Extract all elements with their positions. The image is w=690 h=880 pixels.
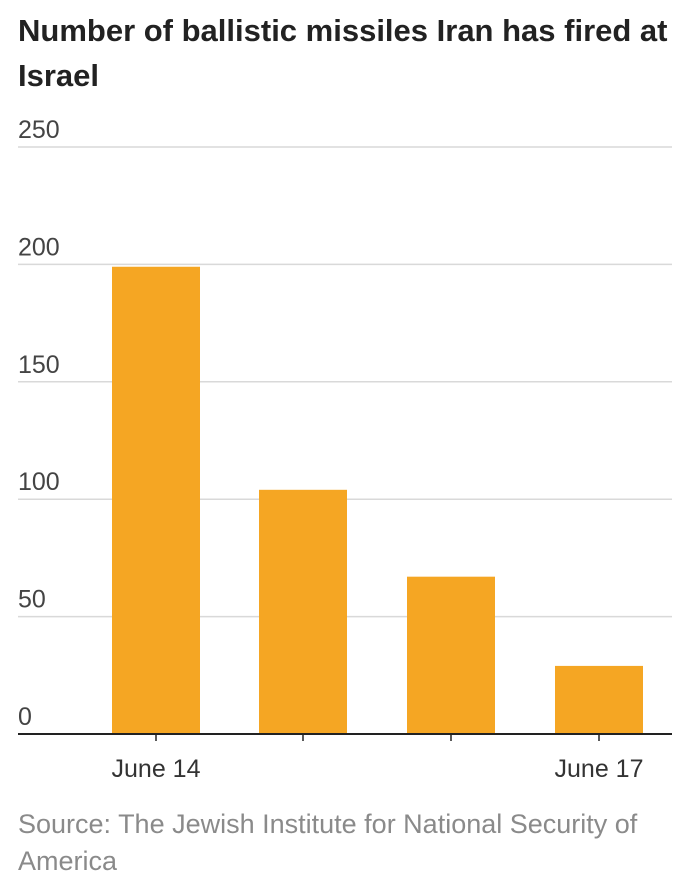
bar-june-15 [259,489,347,734]
y-tick-label: 0 [18,703,32,731]
x-axis-ticks: June 14 June 17 [112,734,644,783]
y-tick-label: 150 [18,351,60,379]
y-tick-label: 250 [18,116,60,144]
bar-june-16 [407,576,495,734]
bar-chart: 0 50 100 150 200 250 June 14 June 17 [18,116,672,783]
y-tick-label: 100 [18,468,60,496]
bars [112,266,643,734]
y-axis-ticks: 0 50 100 150 200 250 [18,116,60,731]
chart-title: Number of ballistic missiles Iran has fi… [18,13,668,93]
y-tick-label: 50 [18,586,46,614]
x-tick-label: June 14 [112,755,201,783]
bar-june-14 [112,266,200,734]
y-tick-label: 200 [18,233,60,261]
source-note: Source: The Jewish Institute for Nationa… [18,809,638,876]
x-tick-label: June 17 [555,755,644,783]
bar-june-17 [555,665,643,734]
